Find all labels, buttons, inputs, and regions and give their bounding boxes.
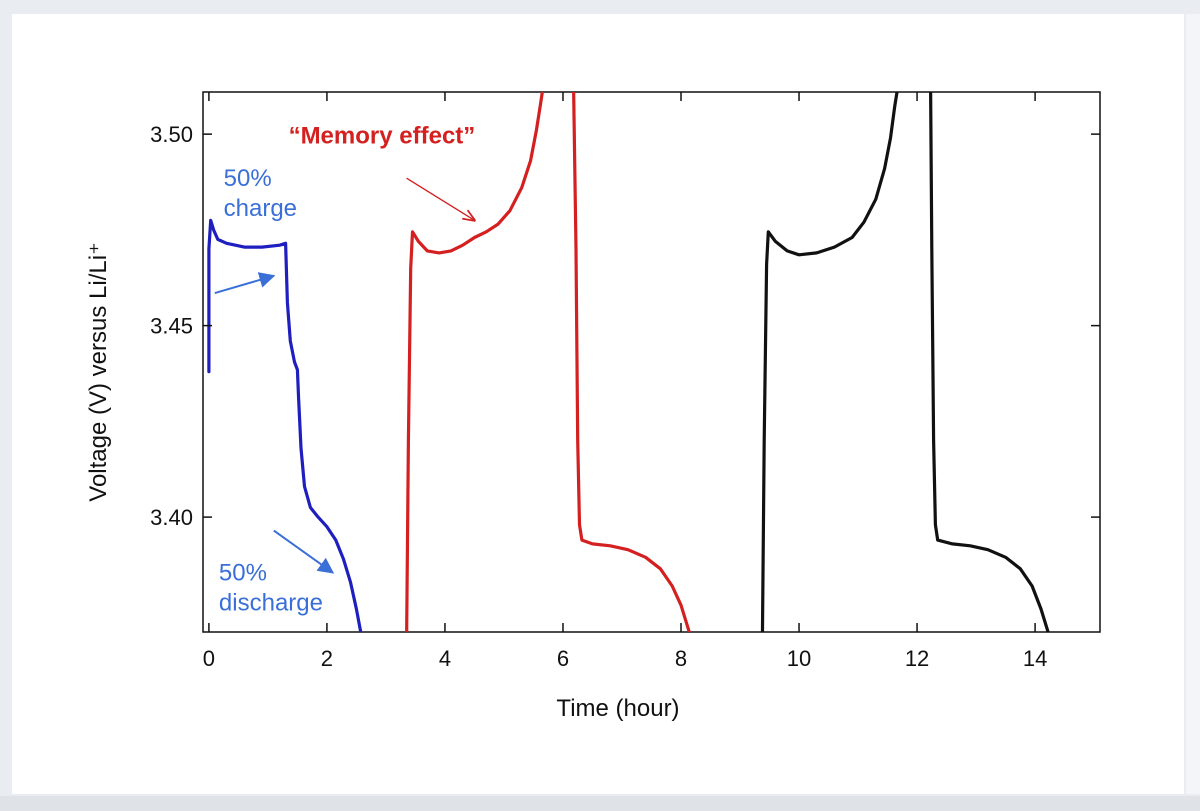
background-strip — [1186, 14, 1200, 794]
series-line-2 — [405, 92, 544, 632]
annotation-layer: 50% charge 50% discharge “Memory effect” — [214, 123, 476, 616]
tick-layer: 0 2 4 6 8 10 12 14 3.40 3.45 3.50 — [150, 92, 1100, 671]
y-tick-label: 3.50 — [150, 122, 193, 147]
x-tick-label: 12 — [905, 646, 929, 671]
annotation-arrow-2 — [273, 529, 335, 574]
series-layer — [207, 92, 1050, 632]
y-axis-title: Voltage (V) versus Li/Li⁺ — [85, 242, 112, 501]
series-line-4 — [760, 92, 899, 632]
annotation-label-2: 50% discharge — [219, 559, 323, 616]
x-tick-label: 6 — [557, 646, 569, 671]
annotation-arrow-3 — [406, 177, 475, 220]
series-line-3 — [572, 92, 691, 632]
x-tick-label: 8 — [675, 646, 687, 671]
x-tick-label: 14 — [1023, 646, 1047, 671]
x-axis-title: Time (hour) — [556, 695, 679, 722]
x-tick-label: 4 — [439, 646, 451, 671]
x-tick-label: 10 — [787, 646, 811, 671]
series-line-5 — [929, 92, 1050, 632]
y-tick-label: 3.45 — [150, 314, 193, 339]
background-strip — [0, 796, 1200, 811]
annotation-label-1: 50% charge — [224, 165, 297, 222]
annotation-label-3: “Memory effect” — [289, 123, 476, 150]
series-line-1 — [207, 218, 363, 632]
x-tick-label: 2 — [321, 646, 333, 671]
plot-frame — [202, 91, 1101, 633]
x-tick-label: 0 — [203, 646, 215, 671]
y-tick-label: 3.40 — [150, 505, 193, 530]
figure-card — [12, 14, 1184, 794]
annotation-arrow-1 — [214, 272, 276, 295]
